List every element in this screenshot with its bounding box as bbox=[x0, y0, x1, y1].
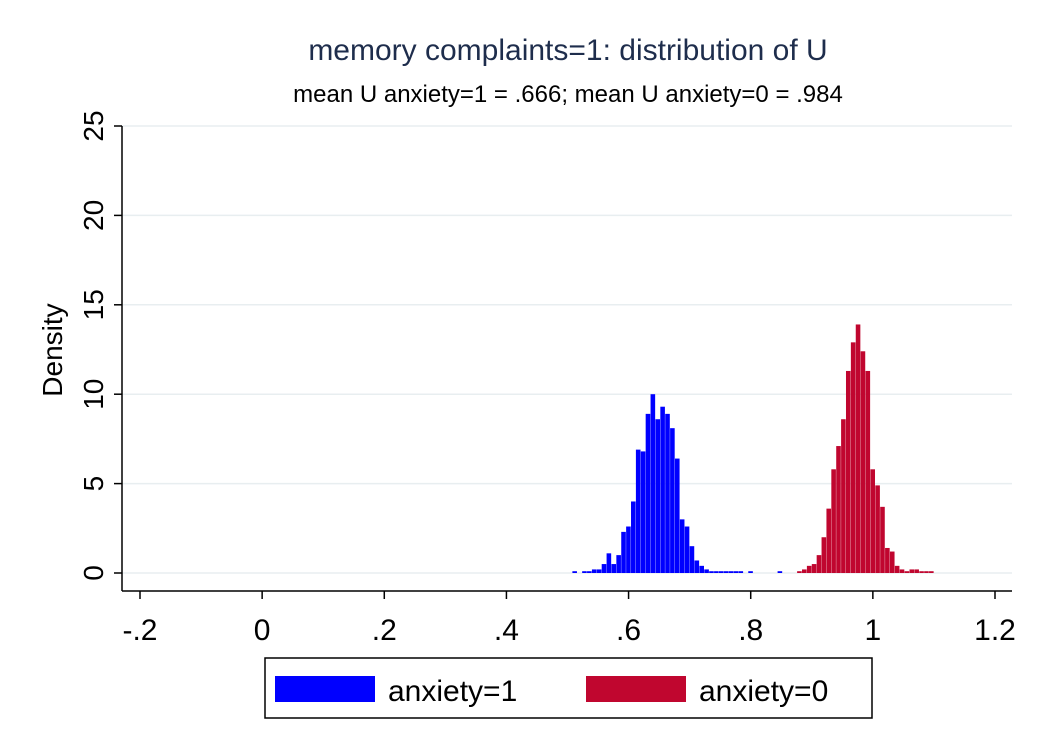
bar bbox=[919, 571, 924, 573]
x-tick-label: 1 bbox=[865, 614, 882, 647]
legend-label-anxiety-1: anxiety=1 bbox=[388, 675, 517, 708]
bar bbox=[841, 419, 846, 573]
bar bbox=[606, 553, 612, 573]
bar bbox=[640, 451, 646, 573]
bar bbox=[865, 370, 871, 573]
bar bbox=[806, 565, 812, 573]
y-axis-ticks: 0 5 10 15 20 25 bbox=[78, 110, 122, 581]
bar bbox=[626, 526, 631, 573]
bar bbox=[845, 370, 851, 573]
legend-swatch-anxiety-1 bbox=[275, 676, 375, 702]
bar bbox=[621, 531, 626, 573]
bar bbox=[611, 564, 617, 573]
bar bbox=[899, 569, 905, 573]
bar bbox=[704, 569, 709, 573]
chart-title: memory complaints=1: distribution of U bbox=[308, 34, 827, 67]
bar bbox=[748, 571, 753, 573]
bar bbox=[850, 342, 856, 573]
legend-swatch-anxiety-0 bbox=[586, 676, 686, 702]
bar bbox=[855, 324, 861, 573]
x-tick-label: .6 bbox=[616, 614, 641, 647]
bar bbox=[660, 406, 665, 573]
chart-subtitle: mean U anxiety=1 = .666; mean U anxiety=… bbox=[293, 81, 843, 108]
bar bbox=[670, 428, 675, 573]
x-tick-label: -.2 bbox=[122, 614, 157, 647]
y-tick-label: 5 bbox=[78, 476, 109, 492]
bar bbox=[870, 469, 875, 573]
bar bbox=[904, 571, 910, 573]
bar bbox=[738, 571, 744, 573]
bar bbox=[709, 571, 714, 573]
bar bbox=[885, 547, 890, 573]
bar bbox=[777, 571, 783, 573]
bar bbox=[924, 571, 929, 573]
bar bbox=[714, 571, 719, 573]
bar bbox=[797, 571, 802, 573]
legend-label-anxiety-0: anxiety=0 bbox=[699, 675, 828, 708]
bar bbox=[860, 351, 866, 573]
bar bbox=[665, 413, 670, 573]
bar bbox=[836, 446, 841, 573]
bar bbox=[582, 571, 587, 573]
bar bbox=[894, 565, 900, 573]
y-tick-label: 10 bbox=[78, 379, 109, 410]
y-tick-label: 0 bbox=[78, 565, 109, 581]
bar bbox=[831, 469, 836, 573]
bar bbox=[723, 571, 729, 573]
bar bbox=[587, 571, 592, 573]
bar bbox=[689, 546, 695, 573]
bar bbox=[875, 485, 880, 573]
bar bbox=[826, 508, 832, 573]
y-axis-label: Density bbox=[37, 303, 68, 396]
bar bbox=[684, 526, 690, 573]
x-axis-ticks: -.2 0 .2 .4 .6 .8 1 1.2 bbox=[122, 591, 1016, 647]
bar bbox=[889, 551, 895, 573]
bar bbox=[616, 555, 621, 573]
bar bbox=[674, 458, 680, 573]
grid-lines bbox=[122, 125, 1012, 574]
bar bbox=[914, 569, 919, 573]
bar bbox=[694, 560, 700, 573]
bar bbox=[679, 519, 685, 573]
bar bbox=[650, 394, 656, 573]
bar bbox=[635, 449, 641, 573]
x-tick-label: .4 bbox=[494, 614, 519, 647]
bar bbox=[802, 569, 807, 573]
bar bbox=[728, 571, 734, 573]
bar bbox=[733, 571, 739, 573]
bar bbox=[655, 419, 661, 573]
bar bbox=[596, 569, 602, 573]
bar bbox=[572, 571, 577, 573]
bar bbox=[645, 413, 651, 573]
bar bbox=[718, 571, 724, 573]
bar bbox=[811, 564, 817, 573]
legend: anxiety=1 anxiety=0 bbox=[264, 657, 873, 719]
bar bbox=[816, 555, 822, 573]
y-tick-label: 20 bbox=[78, 200, 109, 231]
bar bbox=[909, 569, 915, 573]
bar bbox=[591, 569, 597, 573]
x-tick-label: .2 bbox=[372, 614, 397, 647]
bar bbox=[880, 506, 885, 573]
bar bbox=[699, 565, 704, 573]
bar bbox=[929, 571, 934, 573]
y-tick-label: 25 bbox=[78, 110, 109, 141]
x-tick-label: 0 bbox=[254, 614, 271, 647]
x-tick-label: .8 bbox=[738, 614, 763, 647]
bar bbox=[601, 564, 607, 573]
bar bbox=[631, 501, 636, 573]
y-tick-label: 15 bbox=[78, 289, 109, 320]
x-tick-label: 1.2 bbox=[974, 614, 1016, 647]
histogram-bars bbox=[572, 324, 934, 573]
bar bbox=[821, 537, 827, 573]
